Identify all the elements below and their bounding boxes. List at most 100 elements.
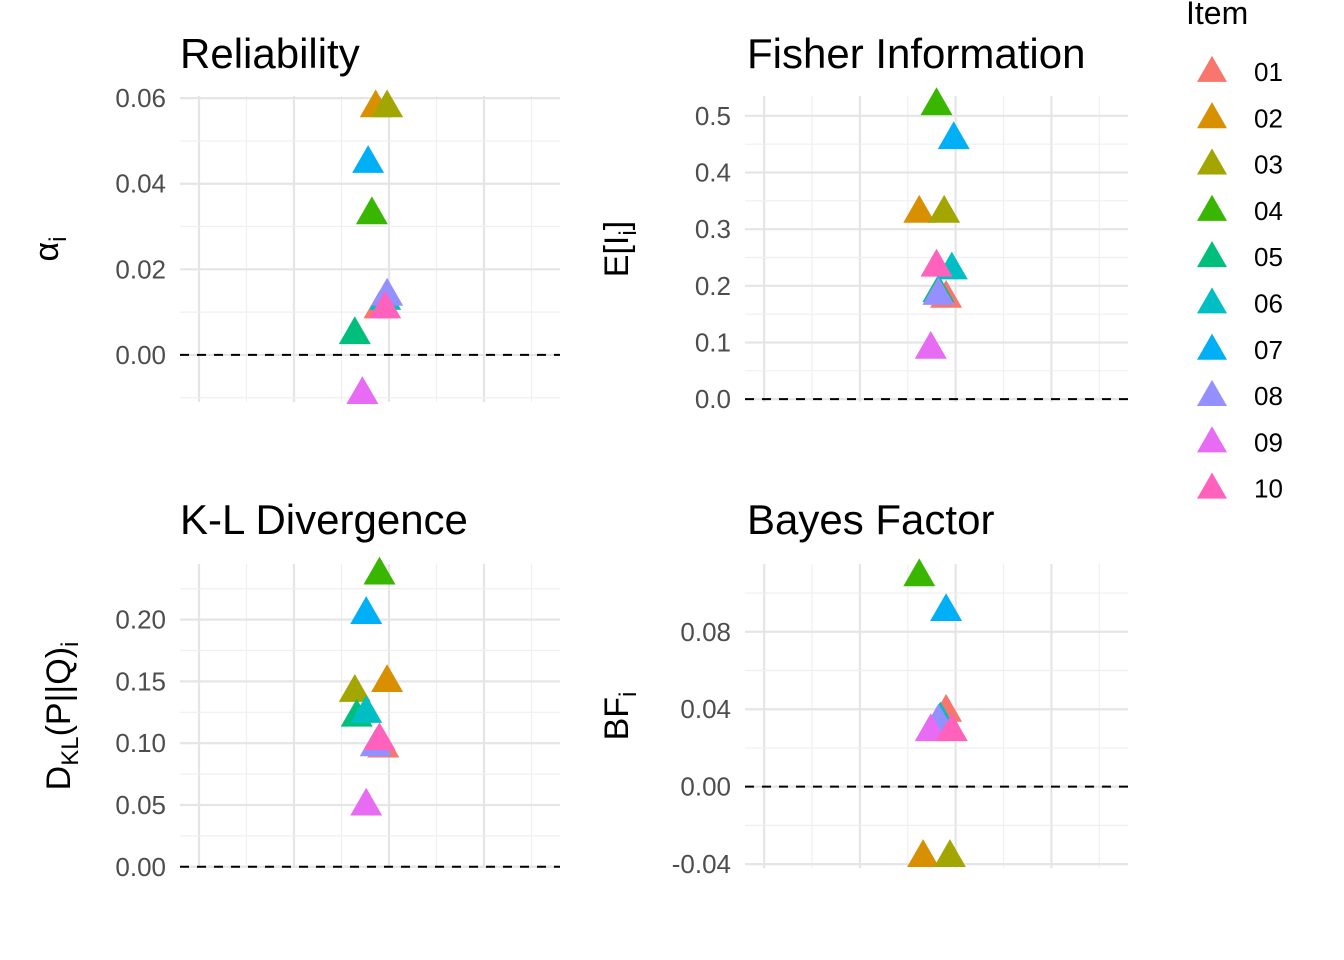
legend-label: 01 xyxy=(1254,57,1283,87)
legend-label: 04 xyxy=(1254,196,1283,226)
y-tick-label: 0.08 xyxy=(680,617,731,647)
legend-item-09: 09 xyxy=(1197,426,1283,457)
legend-item-07: 07 xyxy=(1197,333,1283,365)
point-item-10 xyxy=(369,290,402,319)
y-axis-title-suffix: ] xyxy=(598,221,636,230)
y-tick-label: 0.02 xyxy=(115,254,166,284)
panel-1: 0.00 0.02 0.04 0.06 Reliability αi xyxy=(28,30,560,405)
point-item-04 xyxy=(363,556,396,585)
y-axis-title-main: E[I xyxy=(598,236,636,278)
point-item-04 xyxy=(903,558,936,587)
y-tick-label: 0.2 xyxy=(695,271,731,301)
legend-key-triangle xyxy=(1197,194,1227,221)
legend-label: 07 xyxy=(1254,335,1283,365)
point-item-10 xyxy=(363,722,396,751)
point-item-09 xyxy=(346,376,379,405)
y-tick-label: 0.10 xyxy=(115,728,166,758)
point-item-03 xyxy=(933,839,966,867)
legend-title: Item xyxy=(1186,0,1248,31)
legend-item-05: 05 xyxy=(1197,241,1283,272)
y-tick-label: 0.4 xyxy=(695,158,731,188)
panel-title: Fisher Information xyxy=(747,30,1085,77)
y-tick-label: 0.04 xyxy=(115,169,166,199)
point-item-02 xyxy=(903,194,936,223)
legend-item-06: 06 xyxy=(1197,287,1283,319)
y-axis-title-sub: i xyxy=(45,237,72,242)
legend-key-triangle xyxy=(1197,333,1227,360)
point-item-08 xyxy=(371,277,404,306)
point-item-10 xyxy=(935,713,968,742)
y-tick-label: 0.1 xyxy=(695,328,731,358)
point-item-09 xyxy=(914,713,947,742)
y-axis-title-sub: i xyxy=(615,692,642,697)
point-item-02 xyxy=(371,664,404,692)
y-tick-label: 0.00 xyxy=(115,340,166,370)
point-item-03 xyxy=(338,674,371,702)
y-tick-label: 0.5 xyxy=(695,101,731,131)
panel-2: 0.0 0.1 0.2 0.3 0.4 0.5 Fisher Information E[Ii… xyxy=(598,30,1128,414)
panel-title: Bayes Factor xyxy=(747,496,994,543)
y-tick-label: 0.06 xyxy=(115,83,166,113)
point-item-04 xyxy=(920,87,953,116)
y-axis-title: αi xyxy=(28,237,72,262)
y-axis-title-main: D xyxy=(40,766,78,791)
y-axis-title-sub: i xyxy=(615,230,642,235)
y-axis-title-main: α xyxy=(28,242,66,262)
y-axis-title-sub: KL xyxy=(57,736,84,765)
point-item-03 xyxy=(371,89,404,118)
point-item-10 xyxy=(920,248,953,277)
legend-item-08: 08 xyxy=(1197,379,1283,411)
point-item-05 xyxy=(338,316,371,345)
legend-item-02: 02 xyxy=(1197,102,1283,133)
point-item-09 xyxy=(350,787,383,816)
point-item-03 xyxy=(928,194,961,223)
point-item-02 xyxy=(907,839,940,867)
legend-key-triangle xyxy=(1197,426,1227,453)
y-axis-title-suffix-sub: i xyxy=(57,642,84,647)
point-item-04 xyxy=(355,196,388,225)
y-axis-title: E[Ii] xyxy=(598,221,642,277)
y-tick-label: 0.0 xyxy=(695,384,731,414)
legend-label: 08 xyxy=(1254,381,1283,411)
legend-label: 06 xyxy=(1254,289,1283,319)
point-item-07 xyxy=(352,145,385,173)
legend-key-triangle xyxy=(1197,472,1227,499)
panel-title: K-L Divergence xyxy=(180,496,468,543)
point-item-09 xyxy=(914,330,947,359)
legend-key-triangle xyxy=(1197,102,1227,129)
y-axis-title-suffix: (P||Q) xyxy=(40,647,78,736)
legend-key-triangle xyxy=(1197,379,1227,407)
y-tick-label: 0.04 xyxy=(680,694,731,724)
legend-key-triangle xyxy=(1197,55,1227,82)
legend-label: 05 xyxy=(1254,242,1283,272)
y-tick-label: 0.00 xyxy=(115,852,166,882)
y-axis-title-main: BF xyxy=(598,697,636,740)
legend-label: 10 xyxy=(1254,474,1283,504)
y-axis-title: DKL(P||Q)i xyxy=(40,642,84,791)
panel-4: -0.04 0.00 0.04 0.08 Bayes Factor BFi xyxy=(598,496,1128,879)
legend-key-triangle xyxy=(1197,287,1227,314)
point-item-08 xyxy=(922,277,955,305)
panel-3: 0.00 0.05 0.10 0.15 0.20 K-L Divergence DKL(P|… xyxy=(40,496,560,882)
panel-title: Reliability xyxy=(180,30,360,77)
legend-label: 02 xyxy=(1254,103,1283,133)
legend-label: 09 xyxy=(1254,427,1283,457)
legend-label: 03 xyxy=(1254,150,1283,180)
legend-item-10: 10 xyxy=(1197,472,1283,504)
legend-item-01: 01 xyxy=(1197,55,1283,87)
legend-item-04: 04 xyxy=(1197,194,1283,226)
point-item-07 xyxy=(937,121,970,150)
y-tick-label: 0.20 xyxy=(115,605,166,635)
y-tick-label: 0.15 xyxy=(115,666,166,696)
y-axis-title: BFi xyxy=(598,692,642,741)
legend-key-triangle xyxy=(1197,241,1227,268)
y-tick-label: -0.04 xyxy=(672,849,731,879)
y-tick-label: 0.00 xyxy=(680,772,731,802)
y-tick-label: 0.05 xyxy=(115,790,166,820)
y-tick-label: 0.3 xyxy=(695,214,731,244)
legend-item-03: 03 xyxy=(1197,148,1283,180)
point-item-07 xyxy=(930,593,963,622)
point-item-06 xyxy=(350,695,383,723)
point-item-07 xyxy=(350,596,383,625)
